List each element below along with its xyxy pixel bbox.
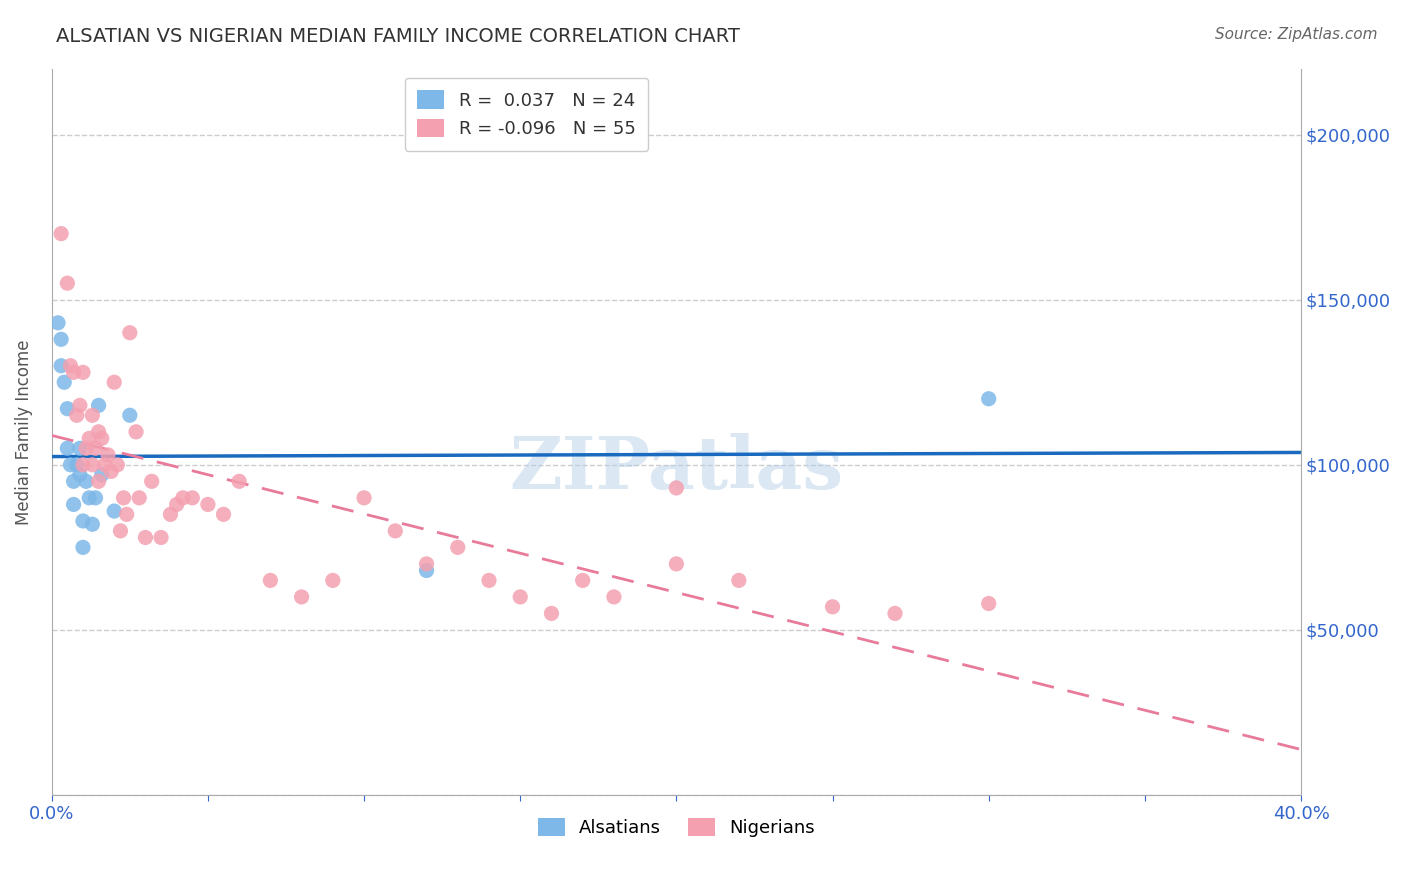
Point <box>84 491 107 505</box>
Point <box>821 599 844 614</box>
Point <box>291 590 314 604</box>
Point <box>87 475 110 489</box>
Point <box>62 475 84 489</box>
Point <box>77 431 100 445</box>
Point <box>110 524 132 538</box>
Point <box>103 376 125 390</box>
Y-axis label: Median Family Income: Median Family Income <box>15 339 32 524</box>
Point <box>259 574 281 588</box>
Point <box>103 504 125 518</box>
Legend: R =  0.037   N = 24, R = -0.096   N = 55: R = 0.037 N = 24, R = -0.096 N = 55 <box>405 78 648 151</box>
Point <box>665 481 688 495</box>
Point <box>46 316 69 330</box>
Point <box>105 458 128 472</box>
Point <box>69 398 91 412</box>
Point <box>166 498 188 512</box>
Point <box>134 531 156 545</box>
Point <box>115 508 138 522</box>
Point <box>112 491 135 505</box>
Point <box>62 365 84 379</box>
Point <box>571 574 593 588</box>
Point <box>66 409 89 423</box>
Point <box>87 425 110 439</box>
Point <box>72 514 94 528</box>
Point <box>322 574 344 588</box>
Point <box>212 508 235 522</box>
Point <box>415 564 437 578</box>
Point <box>87 398 110 412</box>
Point <box>59 359 82 373</box>
Point <box>415 557 437 571</box>
Point <box>56 442 79 456</box>
Point <box>197 498 219 512</box>
Point <box>228 475 250 489</box>
Point <box>172 491 194 505</box>
Point <box>72 365 94 379</box>
Point <box>49 227 72 241</box>
Point <box>77 491 100 505</box>
Point <box>977 597 1000 611</box>
Point <box>159 508 181 522</box>
Point <box>100 464 122 478</box>
Point <box>90 431 112 445</box>
Point <box>727 574 749 588</box>
Point <box>97 448 120 462</box>
Point <box>665 557 688 571</box>
Point <box>53 376 76 390</box>
Point <box>977 392 1000 406</box>
Point <box>447 541 470 555</box>
Point <box>181 491 204 505</box>
Point <box>75 475 97 489</box>
Point <box>72 541 94 555</box>
Point <box>141 475 163 489</box>
Point <box>478 574 501 588</box>
Point <box>384 524 406 538</box>
Point <box>884 607 907 621</box>
Point <box>509 590 531 604</box>
Point <box>82 517 104 532</box>
Text: Source: ZipAtlas.com: Source: ZipAtlas.com <box>1215 27 1378 42</box>
Point <box>540 607 562 621</box>
Point <box>56 276 79 290</box>
Point <box>49 332 72 346</box>
Point <box>125 425 148 439</box>
Point <box>75 442 97 456</box>
Point <box>69 442 91 456</box>
Point <box>72 458 94 472</box>
Point <box>84 442 107 456</box>
Point <box>94 458 117 472</box>
Point <box>49 359 72 373</box>
Point <box>56 401 79 416</box>
Text: ALSATIAN VS NIGERIAN MEDIAN FAMILY INCOME CORRELATION CHART: ALSATIAN VS NIGERIAN MEDIAN FAMILY INCOM… <box>56 27 740 45</box>
Text: ZIPatlas: ZIPatlas <box>509 433 844 504</box>
Point <box>150 531 173 545</box>
Point <box>128 491 150 505</box>
Point <box>59 458 82 472</box>
Point <box>82 458 104 472</box>
Point <box>353 491 375 505</box>
Point <box>66 458 89 472</box>
Point <box>82 409 104 423</box>
Point <box>69 467 91 482</box>
Point <box>62 498 84 512</box>
Point <box>90 467 112 482</box>
Point <box>603 590 626 604</box>
Point <box>118 326 141 340</box>
Point <box>118 409 141 423</box>
